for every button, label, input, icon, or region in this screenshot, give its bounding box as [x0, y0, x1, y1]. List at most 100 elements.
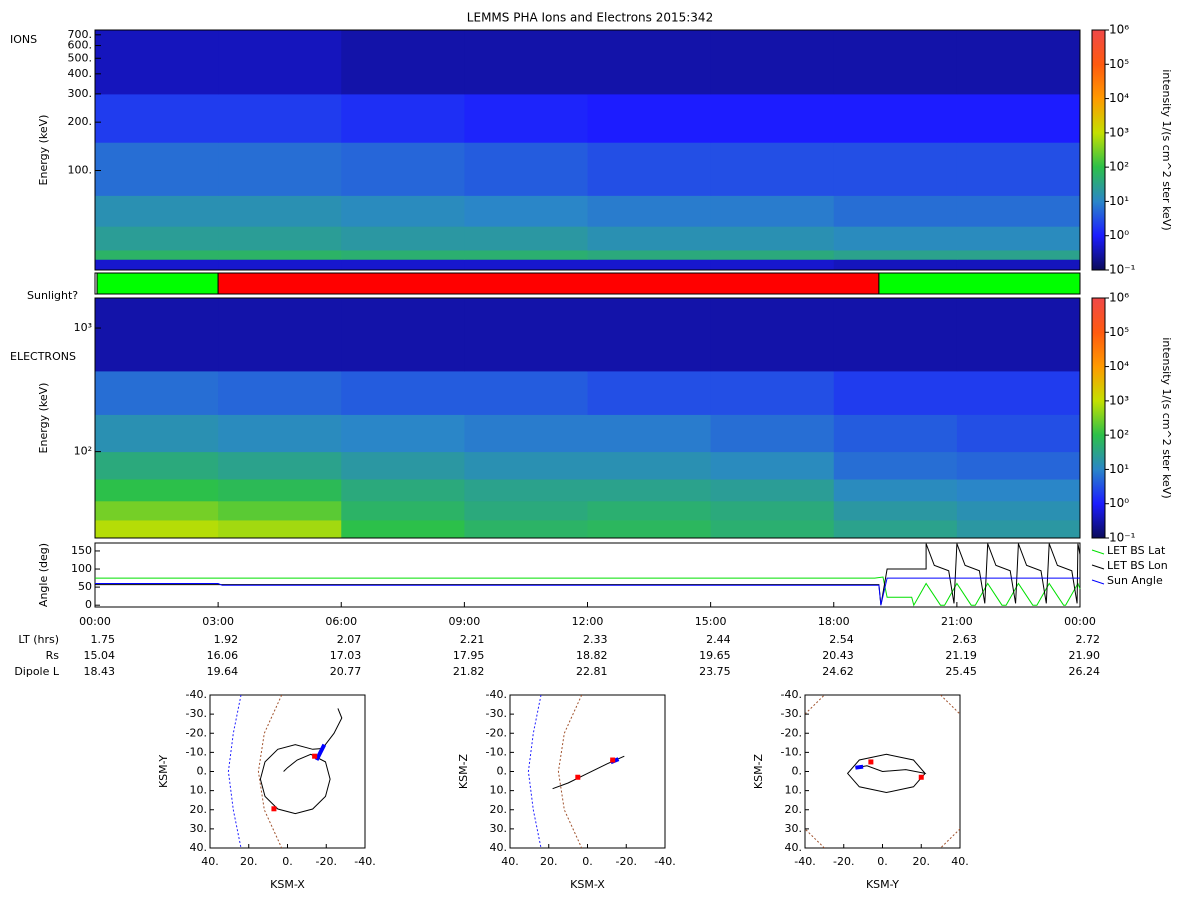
trajectory [227, 695, 242, 848]
heatmap-cell [710, 30, 835, 95]
y-tick-label: 200. [68, 115, 93, 128]
heatmap-cell [833, 142, 958, 196]
y-axis-label: Angle (deg) [37, 543, 50, 607]
ephemeris-value: 1.75 [91, 633, 116, 646]
heatmap-cell [587, 195, 712, 227]
heatmap-cell [587, 370, 712, 415]
heatmap-cell [218, 519, 342, 539]
position-marker [610, 757, 616, 763]
y-tick-label: 50 [78, 580, 92, 593]
colorbar-label: intensity 1/(s cm^2 ster keV) [1160, 337, 1173, 498]
y-tick-label: 40. [785, 841, 803, 854]
y-tick-label: -40. [486, 688, 507, 701]
ephemeris-value: 2.07 [337, 633, 362, 646]
heatmap-cell [464, 30, 588, 95]
position-marker [575, 774, 581, 780]
legend-label: LET BS Lat [1107, 544, 1166, 557]
heatmap-cell [341, 370, 465, 415]
heatmap-cell [833, 249, 958, 260]
heatmap-cell [464, 519, 588, 539]
heatmap-cell [95, 30, 219, 95]
heatmap-cell [341, 93, 465, 143]
y-tick-label: 500. [68, 51, 93, 64]
trajectory [557, 695, 583, 848]
heatmap-cell [956, 142, 1081, 196]
x-tick-label: 20. [540, 855, 558, 868]
y-tick-label: -40. [781, 688, 802, 701]
ephemeris-value: 18.43 [84, 665, 116, 678]
line-series [95, 576, 1081, 607]
ephemeris-value: 25.45 [945, 665, 977, 678]
plot-frame [509, 694, 666, 849]
y-tick-label: 700. [68, 28, 93, 41]
colorbar-tick-label: 10⁵ [1109, 325, 1129, 339]
legend-swatch [1091, 579, 1105, 585]
heatmap-cell [956, 479, 1081, 502]
y-tick-label: 0. [497, 765, 508, 778]
heatmap-cell [710, 298, 835, 372]
legend-swatch [1091, 549, 1105, 555]
heatmap-cell [956, 414, 1081, 453]
heatmap-cell [956, 226, 1081, 251]
heatmap-cell [956, 30, 1081, 95]
heatmap-cell [218, 414, 342, 453]
y-tick-label: 150 [71, 544, 92, 557]
heatmap-cell [95, 479, 219, 502]
y-tick-label: 10. [490, 784, 508, 797]
heatmap-cell [464, 451, 588, 480]
heatmap-cell [95, 93, 219, 143]
trajectory [846, 753, 927, 794]
x-tick-label: 0. [582, 855, 593, 868]
heatmap-cell [710, 451, 835, 480]
heatmap-cell [218, 195, 342, 227]
y-tick-label: 10. [190, 784, 208, 797]
heatmap-cell [218, 259, 342, 271]
plot-frame [94, 297, 1081, 539]
heatmap-cell [710, 414, 835, 453]
heatmap-cell [218, 500, 342, 521]
y-tick-label: 10³ [74, 321, 92, 334]
ephemeris-value: 24.62 [822, 665, 854, 678]
colorbar-tick-label: 10⁰ [1109, 496, 1129, 510]
heatmap-cell [218, 226, 342, 251]
x-tick-label: 00:00 [79, 615, 111, 628]
heatmap-cell [95, 519, 219, 539]
heatmap-cell [710, 259, 835, 271]
colorbar-tick-label: 10⁶ [1109, 291, 1129, 305]
ephemeris-value: 21.90 [1069, 649, 1101, 662]
heatmap-cell [341, 142, 465, 196]
y-tick-label: 100. [68, 163, 93, 176]
timeline-segment [878, 272, 1081, 295]
heatmap-cell [95, 226, 219, 251]
heatmap-cell [341, 479, 465, 502]
ephemeris-label: Dipole L [14, 665, 60, 678]
y-axis-label: Energy (keV) [37, 115, 50, 186]
heatmap-cell [833, 30, 958, 95]
colorbar-tick-label: 10⁴ [1109, 359, 1129, 373]
heatmap-cell [95, 414, 219, 453]
heatmap-cell [218, 451, 342, 480]
heatmap-cell [341, 30, 465, 95]
x-tick-label: 03:00 [202, 615, 234, 628]
heatmap-cell [95, 370, 219, 415]
y-axis-label: KSM-Z [752, 753, 765, 789]
y-tick-label: -30. [186, 707, 207, 720]
y-tick-label: 40. [190, 841, 208, 854]
y-tick-label: 0. [792, 765, 803, 778]
y-tick-label: 100 [71, 562, 92, 575]
position-marker [271, 806, 277, 812]
heatmap-cell [464, 259, 588, 271]
ephemeris-value: 17.95 [453, 649, 485, 662]
heatmap-cell [95, 249, 219, 260]
heatmap-cell [218, 298, 342, 372]
timeline-segment [96, 272, 219, 295]
colorbar-tick-label: 10⁻¹ [1109, 263, 1136, 277]
y-tick-label: -30. [486, 707, 507, 720]
x-tick-label: 0. [877, 855, 888, 868]
panel-label: IONS [10, 33, 37, 46]
position-marker [312, 753, 318, 759]
heatmap-cell [710, 479, 835, 502]
y-tick-label: -20. [186, 726, 207, 739]
trajectory [805, 695, 960, 848]
